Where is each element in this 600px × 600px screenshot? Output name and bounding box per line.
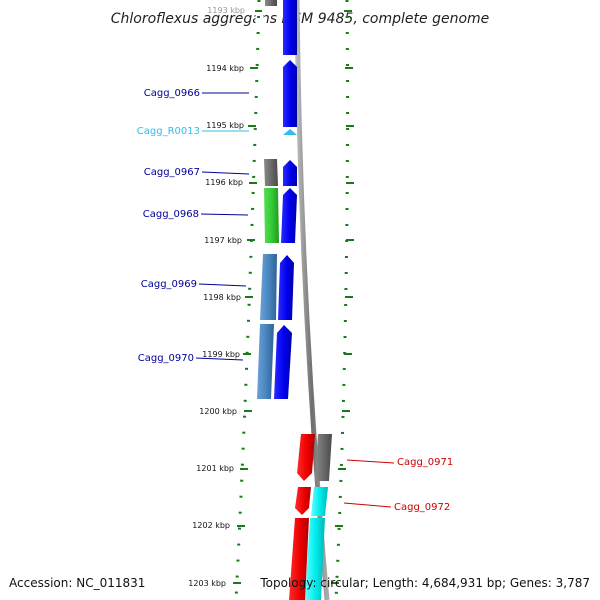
- kbp-label: 1203 kbp: [188, 579, 226, 588]
- feature-reverse-bottom: [289, 518, 309, 600]
- leader-line-cagg-0968: [200, 213, 249, 216]
- feature-cagg-0970: [274, 325, 292, 399]
- gene-label-cagg-0966[interactable]: Cagg_0966: [144, 88, 200, 99]
- feature-cagg-0971: [297, 434, 315, 481]
- tick-marks: [233, 10, 354, 584]
- kbp-label: 1194 kbp: [206, 64, 244, 73]
- cog-bar-cagg-0968: [264, 188, 279, 243]
- kbp-label: 1197 kbp: [204, 236, 242, 245]
- feature-cagg-0969: [278, 255, 294, 320]
- gene-label-cagg-0970[interactable]: Cagg_0970: [138, 353, 194, 364]
- cog-bar-cagg-0971: [315, 434, 332, 481]
- feature-cagg-0972: [295, 487, 311, 515]
- leader-line-cagg-0970: [195, 357, 244, 361]
- kbp-label: 1202 kbp: [192, 521, 230, 530]
- map-title: Chloroflexus aggregans DSM 9485, complet…: [111, 11, 490, 27]
- kbp-label: 1200 kbp: [199, 407, 237, 416]
- kbp-label: 1199 kbp: [202, 350, 240, 359]
- cog-bar-cyan-bottom: [305, 518, 325, 600]
- gene-label-cagg-0969[interactable]: Cagg_0969: [141, 279, 197, 290]
- kbp-label: 1198 kbp: [203, 293, 241, 302]
- cog-bar-gray-top: [265, 0, 277, 6]
- cog-bar-cagg-0969: [260, 254, 277, 320]
- accession-text: Accession: NC_011831: [9, 576, 145, 590]
- kbp-label: 1193 kbp: [207, 6, 245, 15]
- gene-label-cagg-0972[interactable]: Cagg_0972: [394, 502, 450, 513]
- cog-ring: [257, 0, 332, 600]
- feature-cagg-0968: [281, 188, 297, 243]
- genome-summary-text: Topology: circular; Length: 4,684,931 bp…: [259, 576, 590, 590]
- cog-bar-cagg-0972: [311, 487, 328, 516]
- track-band: [254, 0, 338, 600]
- gene-label-cagg-0967[interactable]: Cagg_0967: [144, 167, 200, 178]
- kbp-label: 1201 kbp: [196, 464, 234, 473]
- leader-line-cagg-0969: [198, 283, 247, 287]
- leader-line-cagg-0971: [346, 459, 395, 464]
- kbp-labels: 1193 kbp 1194 kbp 1195 kbp 1196 kbp 1197…: [188, 6, 245, 588]
- gene-label-cagg-r0013[interactable]: Cagg_R0013: [137, 126, 200, 137]
- leader-line-cagg-0967: [201, 171, 250, 175]
- feature-cagg-0966: [283, 60, 297, 127]
- cog-bar-cagg-0970: [257, 324, 274, 399]
- leader-line-cagg-0972: [343, 502, 392, 508]
- cog-bar-cagg-0967: [264, 159, 278, 186]
- kbp-label: 1195 kbp: [206, 121, 244, 130]
- feature-forward-top: [283, 0, 297, 55]
- gene-labels: Cagg_0966 Cagg_R0013 Cagg_0967 Cagg_0968…: [137, 88, 453, 513]
- feature-cagg-0967: [283, 160, 297, 186]
- leader-lines: [195, 92, 395, 508]
- features: [274, 0, 315, 600]
- gene-label-cagg-0968[interactable]: Cagg_0968: [143, 209, 199, 220]
- feature-cagg-r0013: [283, 129, 297, 135]
- gene-label-cagg-0971[interactable]: Cagg_0971: [397, 457, 453, 468]
- kbp-label: 1196 kbp: [205, 178, 243, 187]
- outer-dotted-ruler: [334, 0, 350, 600]
